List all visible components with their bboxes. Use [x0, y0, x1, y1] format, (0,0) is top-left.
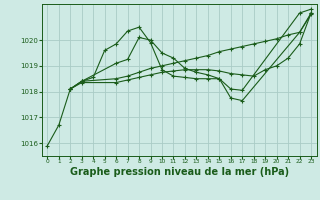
X-axis label: Graphe pression niveau de la mer (hPa): Graphe pression niveau de la mer (hPa)	[70, 167, 289, 177]
